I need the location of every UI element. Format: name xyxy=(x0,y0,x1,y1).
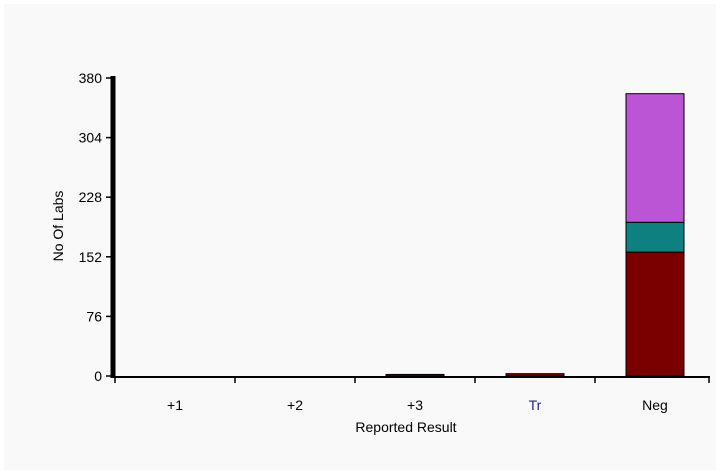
x-tick-label-1: +1 xyxy=(167,397,183,413)
x-tick-label-5: Neg xyxy=(642,397,668,413)
y-axis: 0 76 152 228 304 380 xyxy=(79,70,116,384)
bar-Neg-segment-3 xyxy=(625,93,685,223)
y-tick-label-76: 76 xyxy=(86,308,102,324)
y-tick-label-380: 380 xyxy=(79,70,103,86)
bar-Tr-segment-1 xyxy=(505,373,565,377)
x-tick-label-4: Tr xyxy=(529,397,542,413)
y-tick-label-228: 228 xyxy=(79,189,103,205)
x-axis: +1 +2 +3 Tr Neg xyxy=(111,376,710,413)
y-tick-label-152: 152 xyxy=(79,249,103,265)
x-tick-label-2: +2 xyxy=(287,397,303,413)
x-tick-label-3: +3 xyxy=(407,397,423,413)
y-axis-label: No Of Labs xyxy=(50,191,66,262)
chart-panel xyxy=(4,4,716,470)
bar-+3-segment-1 xyxy=(385,373,445,377)
y-tick-label-0: 0 xyxy=(94,368,102,384)
x-axis-label: Reported Result xyxy=(355,419,456,435)
bar-Neg-segment-1 xyxy=(625,251,685,377)
bars-layer xyxy=(385,93,685,377)
y-tick-label-304: 304 xyxy=(79,130,103,146)
bar-Neg-segment-2 xyxy=(625,221,685,253)
